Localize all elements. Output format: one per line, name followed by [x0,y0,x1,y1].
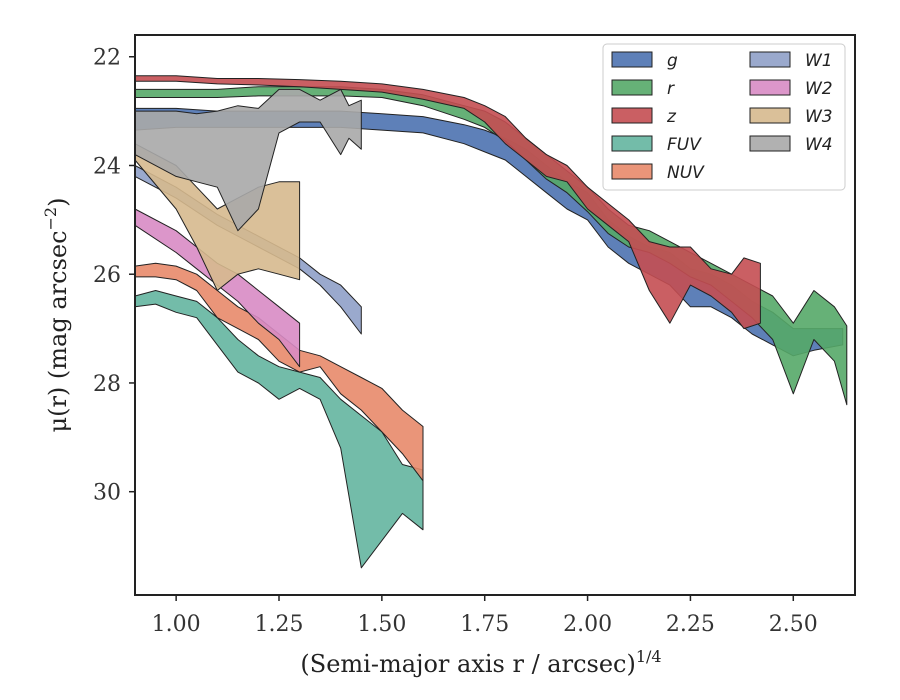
y-axis-label: μ(r) (mag arcsec−2) [41,198,72,433]
legend-label-z: z [666,107,677,127]
legend-swatch-g [611,51,653,68]
y-axis-label-superscript: −2 [41,207,60,231]
legend-swatch-nuv [611,163,653,180]
legend-swatch-z [611,107,653,124]
legend-swatch-w4 [749,135,791,152]
series-band-w3 [134,143,301,291]
y-tick-label: 24 [93,154,121,179]
x-tick-label: 1.50 [357,612,406,637]
legend-label-g: g [667,51,678,71]
y-tick-label: 22 [93,46,121,71]
legend: grz FUV NUV W1 W2 W3 W4 [602,43,846,191]
x-axis-label: (Semi-major axis r / arcsec)1/4 [300,647,661,678]
x-tick-label: 1.75 [460,612,509,637]
y-axis-label-text: μ(r) (mag arcsec [44,230,72,432]
x-tick-label: 1.00 [152,612,201,637]
series-band-fuv [134,290,424,569]
series-band-z [134,75,761,330]
legend-label-w2: W2 [805,79,833,99]
y-tick-label: 28 [93,372,121,397]
legend-swatch-w2 [749,79,791,96]
series-layer [134,75,848,569]
legend-swatch-r [611,79,653,96]
legend-label-w3: W3 [805,107,833,127]
y-axis-label-close: ) [44,198,72,207]
x-tick-label: 1.25 [255,612,304,637]
x-tick-label: 2.00 [563,612,612,637]
y-tick-label: 26 [93,263,121,288]
legend-label-w4: W4 [805,135,833,155]
legend-label-fuv: FUV [667,135,702,155]
legend-label-w1: W1 [805,51,833,71]
x-tick-label: 2.50 [769,612,818,637]
x-tick-label: 2.25 [666,612,715,637]
series-band-nuv [134,262,424,482]
ticks-layer: 1.00 1.25 1.50 1.75 2.00 2.25 2.50 22 24 26 28 30 [93,46,818,637]
legend-swatch-w3 [749,107,791,124]
legend-label-nuv: NUV [667,163,705,183]
y-tick-label: 30 [93,481,121,506]
series-band-w4 [134,88,362,232]
legend-label-r: r [667,79,675,99]
legend-swatch-w1 [749,51,791,68]
x-axis-label-text: (Semi-major axis r / arcsec) [300,650,635,678]
plot-frame [134,34,856,596]
x-axis-label-superscript: 1/4 [636,647,662,666]
legend-swatch-fuv [611,135,653,152]
